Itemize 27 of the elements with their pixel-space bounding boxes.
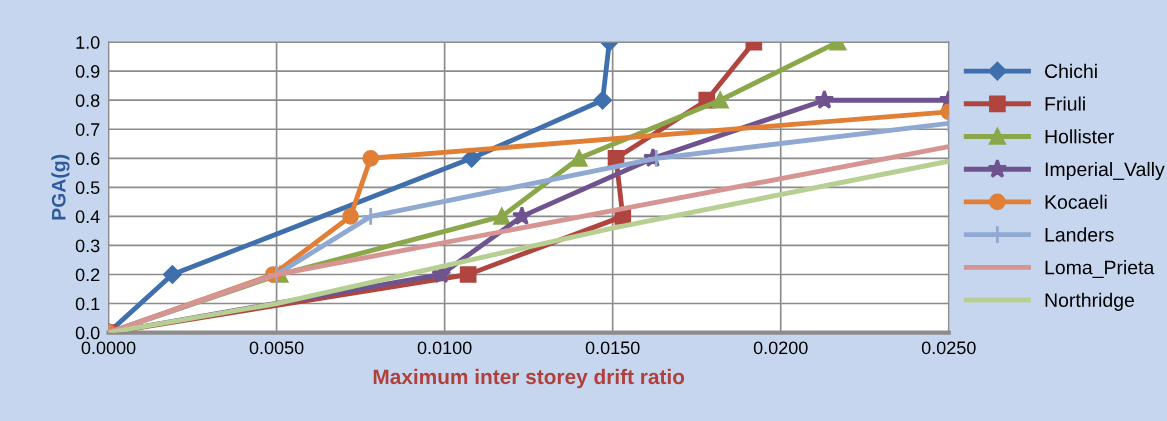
x-tick-label: 0.0250 bbox=[921, 341, 976, 355]
x-tick-label: 0.0000 bbox=[81, 341, 136, 355]
legend-label: Hollister bbox=[1045, 129, 1114, 144]
x-axis-title: Maximum inter storey drift ratio bbox=[373, 368, 685, 389]
legend-label: Imperial_Vally bbox=[1045, 161, 1165, 181]
legend-label: Chichi bbox=[1045, 63, 1097, 79]
y-tick-label: 0.6 bbox=[75, 152, 100, 166]
y-axis-title: PGA(g) bbox=[51, 154, 70, 220]
y-tick-label: 0.8 bbox=[75, 94, 100, 107]
legend-label: Kocaeli bbox=[1045, 194, 1107, 209]
y-tick-label: 0.5 bbox=[75, 181, 100, 195]
y-tick-label: 0.7 bbox=[75, 123, 100, 136]
y-tick-label: 0.9 bbox=[75, 65, 100, 78]
legend-label: Northridge bbox=[1045, 292, 1134, 311]
x-tick-label: 0.0200 bbox=[753, 341, 808, 355]
y-tick-label: 0.2 bbox=[75, 268, 100, 282]
y-tick-label: 0.4 bbox=[75, 210, 100, 224]
legend-label: Friuli bbox=[1045, 96, 1085, 111]
legend-label: Landers bbox=[1045, 227, 1114, 242]
x-tick-label: 0.0100 bbox=[417, 341, 472, 355]
x-tick-label: 0.0150 bbox=[585, 341, 640, 355]
y-tick-label: 0.1 bbox=[75, 297, 100, 311]
y-tick-label: 0.3 bbox=[75, 239, 100, 253]
x-tick-label: 0.0050 bbox=[249, 341, 304, 355]
y-tick-label: 0.0 bbox=[75, 326, 100, 340]
y-tick-label: 1.0 bbox=[76, 36, 100, 49]
legend-label: Loma_Prieta bbox=[1045, 260, 1155, 279]
